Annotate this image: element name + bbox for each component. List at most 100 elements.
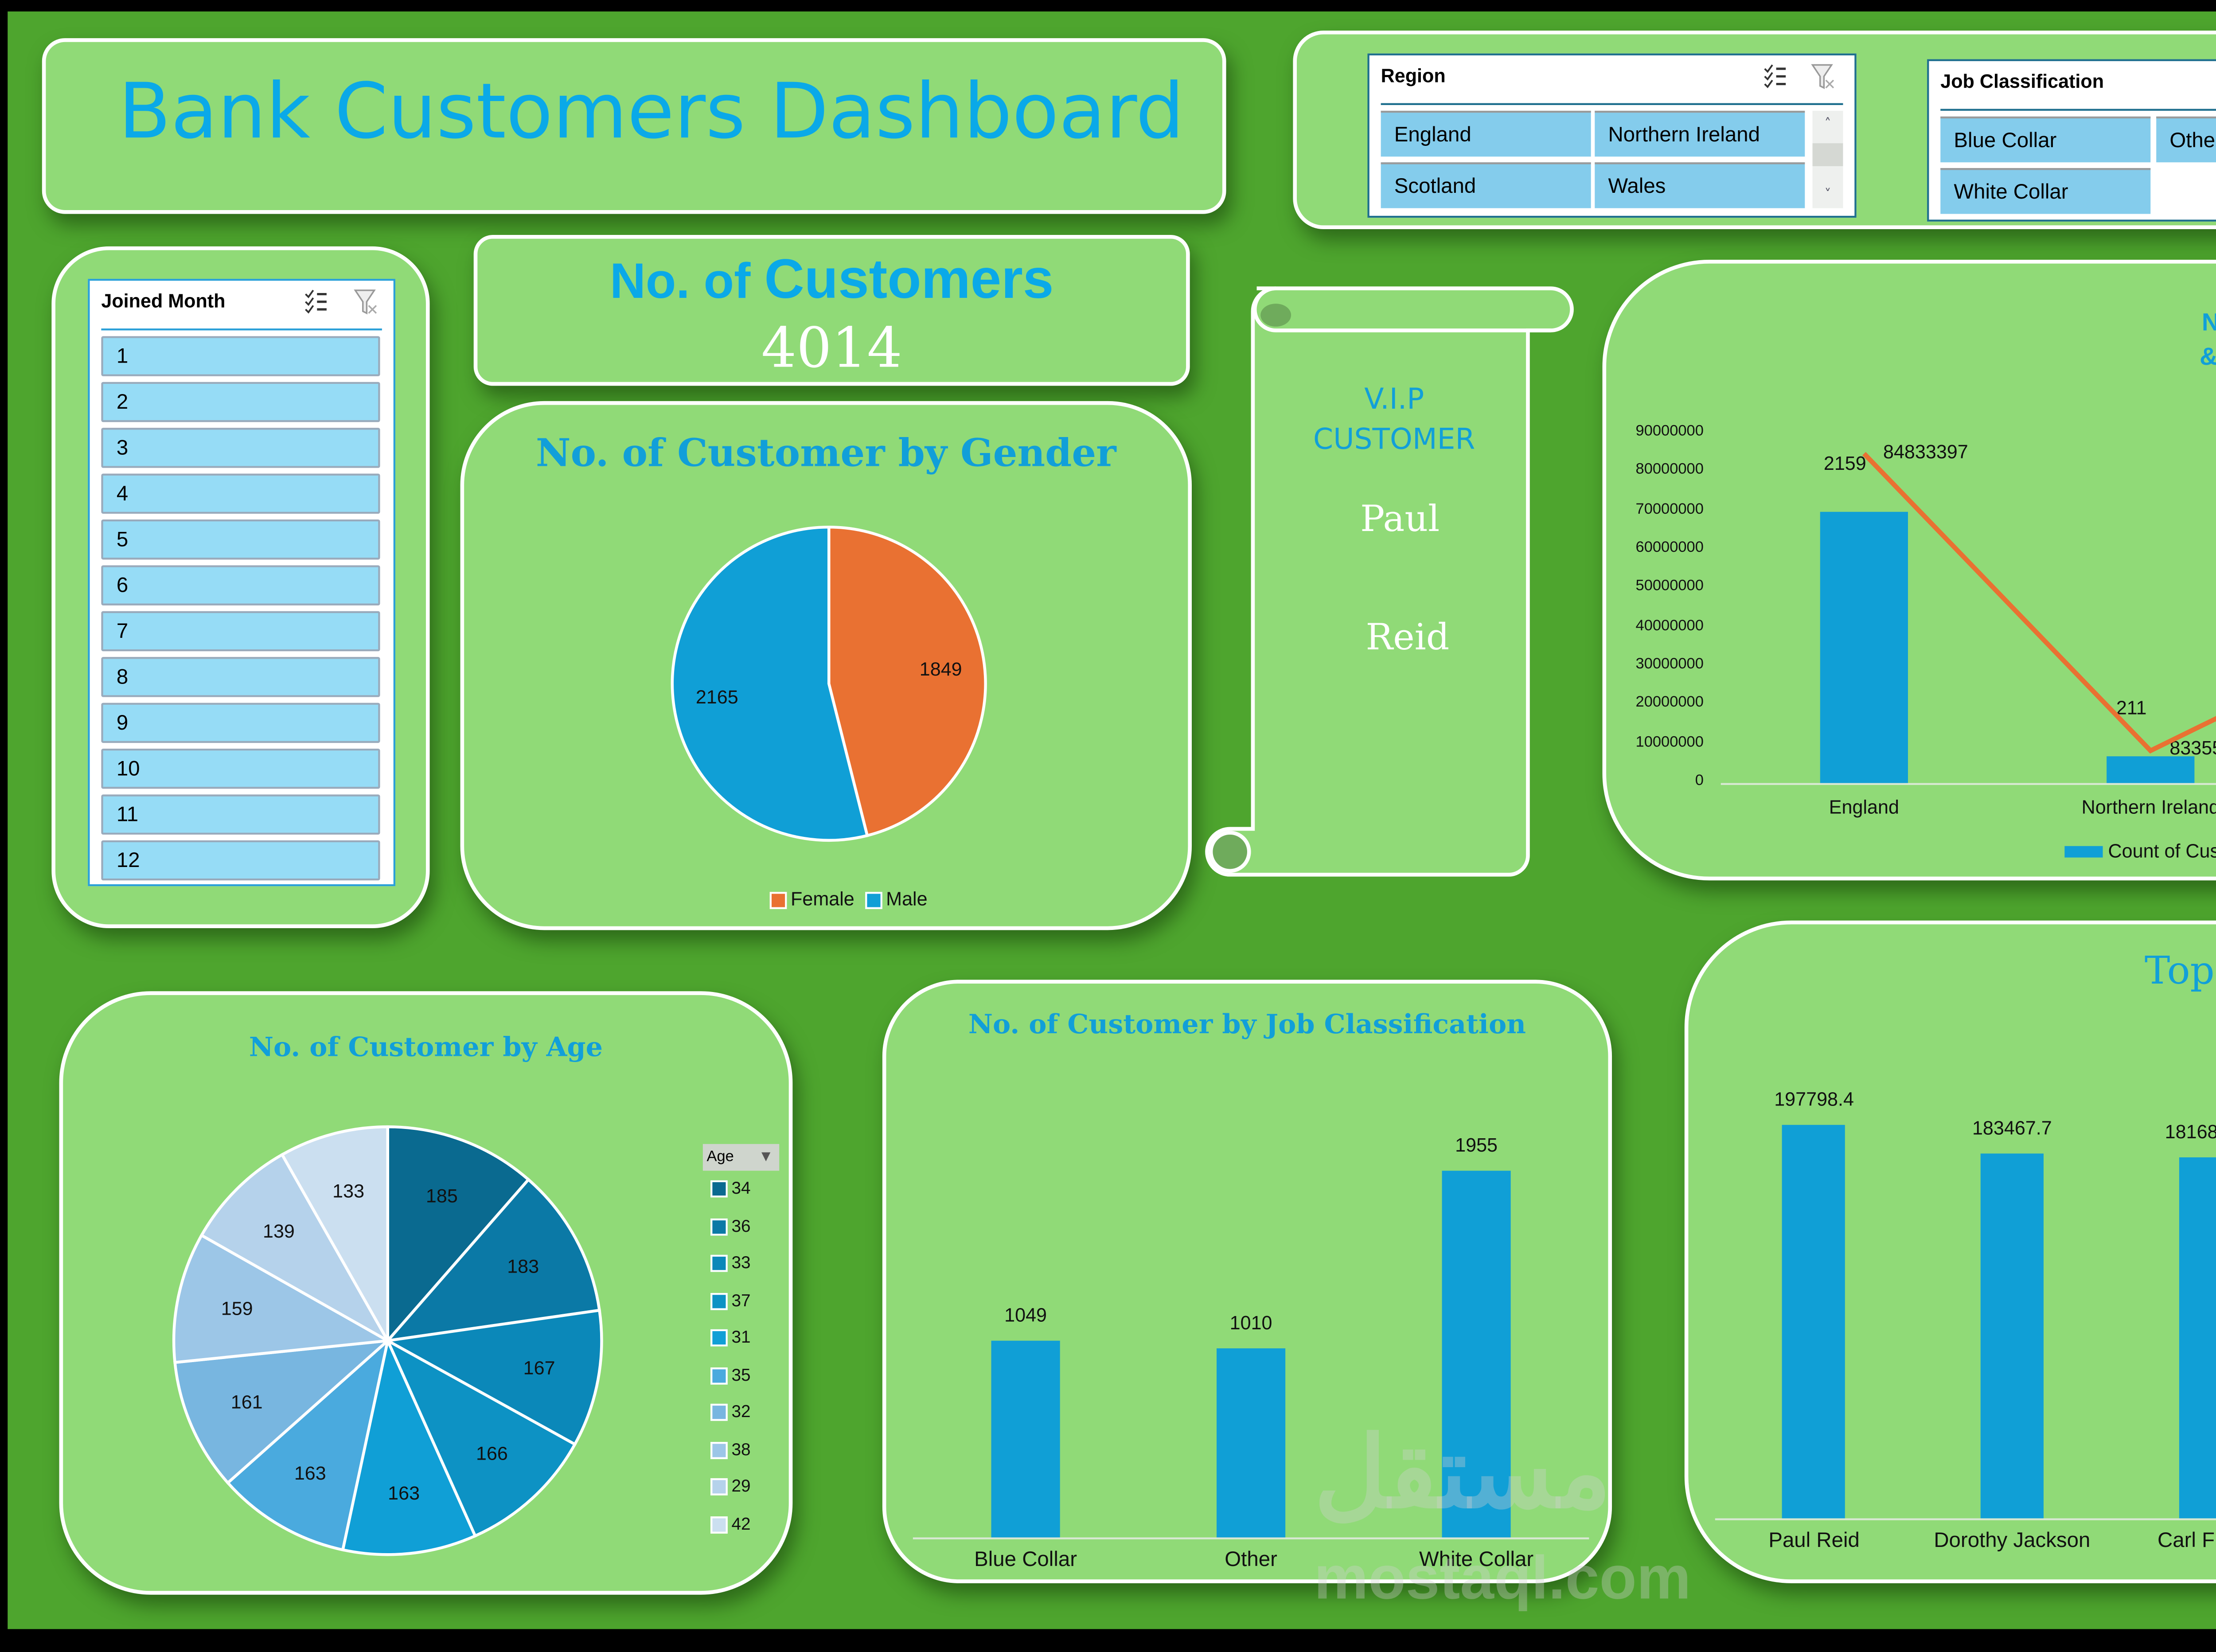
legend-swatch (710, 1441, 728, 1459)
joined-month-item-10[interactable]: 10 (101, 748, 380, 789)
job-chart-title: No. of Customer by Job Classification (968, 1010, 1526, 1041)
region-item-england[interactable]: England (1381, 110, 1591, 157)
clear-filter-icon[interactable] (351, 289, 378, 315)
age-pie-slice[interactable] (280, 1125, 390, 1346)
region-item-northern-ireland[interactable]: Northern Ireland (1595, 110, 1805, 157)
region-slicer: Region England Northern Ireland Scotland… (1367, 53, 1857, 218)
age-pie-slice[interactable] (384, 1177, 601, 1343)
age-pie-slice[interactable] (341, 1336, 477, 1556)
age-pie-data-label: 163 (294, 1463, 326, 1484)
bar[interactable] (991, 1340, 1060, 1538)
bar-data-label: 183467.7 (1972, 1119, 2052, 1140)
legend-swatch (710, 1329, 728, 1347)
age-legend-label: 42 (731, 1513, 751, 1533)
region-slicer-title: Region (1381, 66, 1446, 88)
age-pie-data-label: 185 (426, 1185, 458, 1207)
age-legend-label: 32 (731, 1402, 751, 1421)
gender-chart-title: No. of Customer by Gender (535, 430, 1116, 476)
legend-swatch (710, 1367, 728, 1384)
joined-month-item-1[interactable]: 1 (101, 336, 380, 376)
joined-month-item-8[interactable]: 8 (101, 657, 380, 697)
legend-swatch (710, 1404, 728, 1422)
left-axis-tick: 50000000 (1635, 577, 1704, 595)
top5-chart-card: Top 5 Customers 197798.4 Paul Reid 183467.… (1684, 920, 2216, 1583)
gender-pie-chart: 1849 2165 (671, 525, 987, 842)
region-line-label: 84833397 (1883, 442, 1968, 463)
joined-month-item-6[interactable]: 6 (101, 565, 380, 605)
age-legend-label: 33 (731, 1253, 751, 1272)
joined-month-card: Joined Month 1 2 3 4 5 6 7 8 9 10 11 12 (51, 246, 430, 929)
joined-month-item-2[interactable]: 2 (101, 382, 380, 422)
job-bar-chart: 1049 Blue Collar 1010 Other 1955 White Collar (886, 984, 1616, 1587)
age-filter-button[interactable]: Age ▼ (702, 1144, 780, 1171)
region-item-wales[interactable]: Wales (1595, 162, 1805, 208)
age-pie-slice[interactable] (226, 1336, 390, 1552)
age-pie-slice[interactable] (199, 1152, 392, 1345)
region-x-label: England (1829, 798, 1899, 820)
job-item-other[interactable]: Other (2156, 116, 2216, 163)
bar-x-label: Other (1225, 1549, 1277, 1572)
multi-select-icon[interactable] (304, 289, 330, 315)
age-legend-item: 34 (710, 1178, 751, 1215)
region-item-scotland[interactable]: Scotland (1381, 162, 1591, 208)
bar[interactable] (2178, 1157, 2216, 1519)
clear-filter-icon[interactable] (1809, 63, 1835, 90)
age-legend-label: 31 (731, 1327, 751, 1347)
region-legend: Count of Customer ID Sum of Balance (2064, 842, 2216, 863)
bar[interactable] (1783, 1125, 1846, 1519)
kpi-value: 4014 (761, 315, 902, 380)
region-bar[interactable] (2107, 756, 2195, 783)
age-legend-item: 31 (710, 1328, 751, 1365)
legend-swatch (710, 1478, 728, 1496)
region-bar[interactable] (1820, 511, 1908, 783)
joined-month-item-11[interactable]: 11 (101, 794, 380, 835)
left-axis-tick: 30000000 (1635, 655, 1704, 672)
age-legend-item: 36 (710, 1215, 751, 1253)
joined-month-item-3[interactable]: 3 (101, 428, 380, 468)
joined-month-item-4[interactable]: 4 (101, 473, 380, 514)
gender-pie-data-label: 2165 (696, 687, 738, 708)
left-axis-tick: 80000000 (1635, 461, 1704, 478)
legend-swatch-male (865, 891, 882, 909)
scroll-down-icon[interactable]: ˅ (1824, 187, 1831, 203)
dashboard-title: Bank Customers Dashboard (118, 69, 1184, 157)
bar[interactable] (1442, 1171, 1511, 1538)
joined-month-item-5[interactable]: 5 (101, 519, 380, 560)
left-axis-tick: 70000000 (1635, 500, 1704, 517)
age-legend-label: 29 (731, 1476, 751, 1496)
job-item-white-collar[interactable]: White Collar (1940, 168, 2151, 214)
joined-month-item-7[interactable]: 7 (101, 611, 380, 652)
region-scrollbar[interactable]: ˄ ˅ (1812, 110, 1843, 208)
age-pie-slice[interactable] (173, 1339, 392, 1485)
joined-month-item-12[interactable]: 12 (101, 840, 380, 881)
bar[interactable] (1217, 1348, 1286, 1538)
vip-first-name: Paul (1360, 498, 1440, 541)
age-legend-label: 37 (731, 1290, 751, 1309)
age-pie-data-label: 133 (332, 1181, 364, 1202)
gender-pie-slice[interactable] (671, 525, 869, 842)
joined-month-item-9[interactable]: 9 (101, 703, 380, 743)
age-pie-slice[interactable] (172, 1233, 393, 1364)
job-item-blue-collar[interactable]: Blue Collar (1940, 116, 2151, 163)
gender-chart-card: No. of Customer by Gender 1849 2165 Femal… (460, 401, 1192, 930)
age-pie-slice[interactable] (386, 1125, 531, 1345)
age-legend-item: 29 (710, 1476, 751, 1514)
age-pie-slice[interactable] (383, 1308, 603, 1446)
age-legend-item: 32 (710, 1402, 751, 1439)
bar-data-label: 1955 (1455, 1136, 1498, 1158)
gender-pie-slice[interactable] (827, 525, 987, 837)
gender-pie-data-label: 1849 (920, 659, 962, 680)
top5-bar-chart: 197798.4 Paul Reid 183467.7 Dorothy Jackson… (1688, 924, 2216, 1587)
multi-select-icon[interactable] (1763, 63, 1789, 90)
age-pie-slice[interactable] (384, 1337, 577, 1538)
age-pie-chart: 185 183 167 166 163 163 161 159 139 133 (172, 1125, 603, 1556)
bar[interactable] (1980, 1153, 2044, 1519)
age-legend-item: 38 (710, 1439, 751, 1476)
legend-swatch-count (2064, 847, 2103, 859)
scroll-up-icon[interactable]: ˄ (1824, 116, 1831, 132)
age-legend-label: 38 (731, 1439, 751, 1458)
region-bar-label: 2159 (1823, 454, 1866, 475)
age-chart-title: No. of Customer by Age (249, 1033, 603, 1064)
bar-x-label: Dorothy Jackson (1934, 1530, 2091, 1553)
age-pie-data-label: 139 (263, 1221, 295, 1242)
